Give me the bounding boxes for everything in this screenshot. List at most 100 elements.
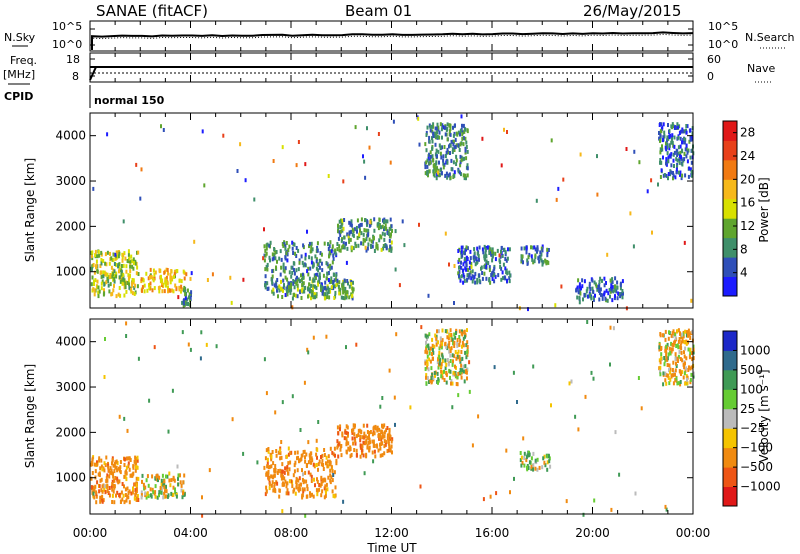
power-echo-cell bbox=[346, 279, 349, 283]
velocity-echo-cell bbox=[671, 331, 674, 336]
velocity-echo-cell bbox=[345, 431, 348, 435]
velocity-echo-cell bbox=[688, 365, 690, 370]
power-echo-cell bbox=[350, 223, 353, 228]
power-scatter-cell bbox=[480, 266, 482, 271]
velocity-echo-cell bbox=[296, 468, 299, 473]
power-echo-cell bbox=[341, 221, 344, 226]
power-scatter-cell bbox=[554, 303, 557, 308]
station-title: SANAE (fitACF) bbox=[96, 2, 208, 20]
power-echo-cell bbox=[452, 125, 454, 130]
power-echo-cell bbox=[589, 287, 592, 291]
power-echo-cell bbox=[178, 285, 181, 290]
velocity-echo-cell bbox=[263, 465, 266, 470]
velocity-echo-cell bbox=[372, 439, 375, 444]
velocity-colorbar-swatch bbox=[723, 408, 737, 429]
velocity-scatter-cell bbox=[640, 406, 643, 411]
velocity-echo-cell bbox=[424, 367, 427, 371]
velocity-scatter-cell bbox=[489, 494, 492, 499]
power-echo-cell bbox=[388, 238, 391, 243]
power-echo-cell bbox=[432, 158, 435, 163]
velocity-echo-cell bbox=[464, 350, 467, 355]
power-echo-cell bbox=[431, 146, 434, 151]
power-scatter-cell bbox=[562, 177, 565, 182]
velocity-echo-cell bbox=[135, 496, 138, 501]
velocity-echo-cell bbox=[134, 468, 137, 473]
noise-tick-right-low: 10^0 bbox=[708, 38, 738, 51]
power-echo-cell bbox=[436, 134, 439, 139]
power-scatter-cell bbox=[535, 198, 538, 203]
power-echo-cell bbox=[95, 259, 98, 264]
power-echo-cell bbox=[318, 265, 321, 270]
power-echo-cell bbox=[484, 264, 487, 269]
velocity-echo-cell bbox=[453, 332, 456, 337]
power-echo-cell bbox=[334, 290, 337, 295]
power-echo-cell bbox=[605, 288, 608, 293]
velocity-echo-cell bbox=[264, 492, 267, 497]
velocity-echo-cell bbox=[333, 446, 336, 451]
velocity-scatter-cell bbox=[592, 376, 595, 381]
power-echo-cell bbox=[124, 281, 127, 286]
power-echo-cell bbox=[506, 271, 509, 276]
power-echo-cell bbox=[454, 137, 457, 142]
power-echo-cell bbox=[113, 262, 116, 266]
power-colorbar-swatch bbox=[723, 237, 737, 258]
power-echo-cell bbox=[362, 237, 365, 242]
power-echo-cell bbox=[113, 283, 115, 288]
power-echo-cell bbox=[476, 251, 479, 256]
power-echo-cell bbox=[134, 261, 137, 266]
velocity-echo-cell bbox=[438, 361, 441, 366]
velocity-echo-cell bbox=[448, 333, 451, 338]
velocity-scatter-cell bbox=[325, 334, 328, 339]
power-echo-cell bbox=[492, 251, 495, 256]
power-scatter-cell bbox=[291, 305, 294, 310]
power-echo-cell bbox=[598, 283, 601, 288]
velocity-echo-cell bbox=[360, 448, 363, 453]
power-echo-cell bbox=[304, 252, 307, 257]
power-echo-cell bbox=[526, 258, 529, 263]
velocity-echo-cell bbox=[144, 491, 147, 496]
power-echo-cell bbox=[314, 275, 317, 280]
velocity-scatter-cell bbox=[684, 346, 687, 351]
velocity-echo-cell bbox=[106, 484, 109, 489]
velocity-echo-cell bbox=[299, 487, 301, 492]
power-echo-cell bbox=[362, 241, 365, 246]
power-echo-cell bbox=[502, 276, 504, 281]
power-echo-cell bbox=[478, 278, 481, 283]
velocity-echo-cell bbox=[377, 448, 380, 453]
velocity-echo-cell bbox=[667, 375, 670, 380]
power-echo-cell bbox=[285, 289, 288, 294]
velocity-scatter-cell bbox=[306, 347, 309, 352]
power-echo-cell bbox=[131, 259, 133, 264]
velocity-echo-cell bbox=[466, 376, 468, 381]
power-echo-cell bbox=[312, 278, 315, 283]
velocity-echo-cell bbox=[429, 359, 432, 364]
power-echo-cell bbox=[270, 277, 273, 282]
power-echo-cell bbox=[532, 260, 535, 265]
velocity-echo-cell bbox=[101, 499, 104, 504]
power-scatter-cell bbox=[106, 132, 109, 137]
velocity-echo-cell bbox=[388, 444, 391, 449]
velocity-echo-cell bbox=[100, 464, 103, 469]
velocity-echo-cell bbox=[122, 493, 125, 498]
power-echo-cell bbox=[427, 156, 430, 161]
velocity-colorbar-label: Velocity [m s⁻¹] bbox=[757, 369, 771, 462]
velocity-scatter-cell bbox=[187, 342, 190, 347]
power-echo-cell bbox=[167, 285, 169, 290]
power-echo-cell bbox=[122, 253, 125, 258]
velocity-echo-cell bbox=[287, 446, 290, 451]
velocity-echo-cell bbox=[670, 373, 673, 378]
velocity-echo-cell bbox=[665, 356, 668, 361]
power-echo-cell bbox=[352, 233, 355, 238]
power-echo-cell bbox=[172, 289, 175, 294]
power-echo-cell bbox=[286, 292, 289, 297]
velocity-echo-cell bbox=[446, 358, 449, 362]
power-echo-cell bbox=[537, 256, 540, 261]
power-echo-cell bbox=[434, 134, 436, 138]
power-echo-cell bbox=[319, 275, 321, 280]
power-echo-cell bbox=[615, 289, 618, 294]
power-colorbar-swatch bbox=[723, 179, 737, 200]
power-echo-cell bbox=[671, 133, 674, 138]
velocity-echo-cell bbox=[459, 359, 462, 364]
velocity-echo-cell bbox=[329, 473, 332, 478]
velocity-scatter-cell bbox=[471, 443, 474, 448]
